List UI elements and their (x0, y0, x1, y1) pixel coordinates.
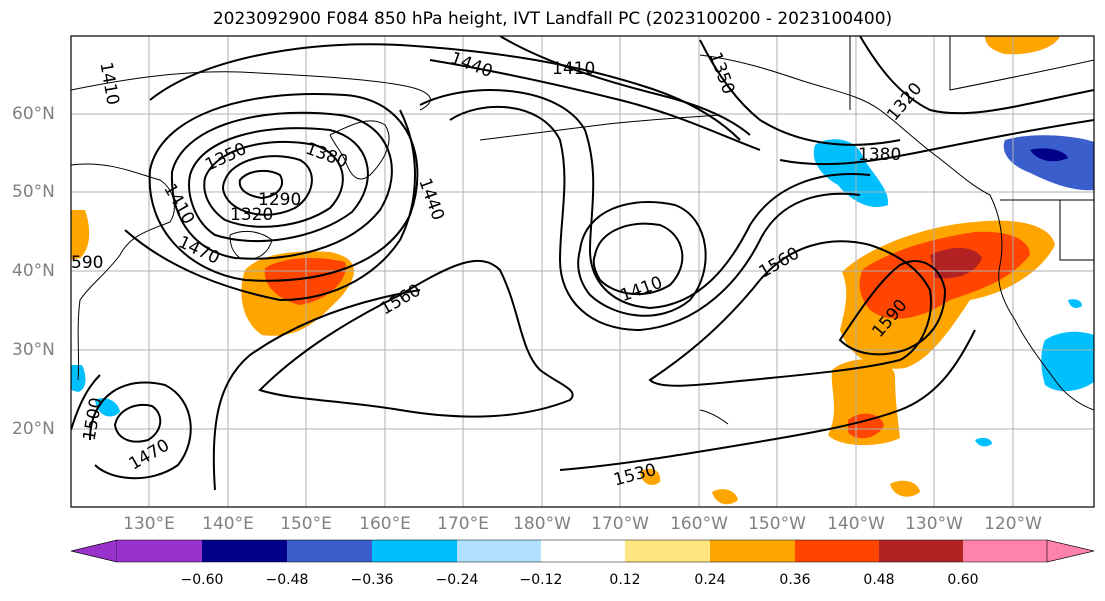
colorbar (70, 539, 1095, 563)
lon-label: 150°E (280, 514, 332, 534)
contour-1380-right (779, 119, 1094, 166)
contour-trough-2 (419, 89, 871, 310)
lon-label: 140°W (827, 514, 885, 534)
colorbar-tick-label: 0.60 (947, 572, 979, 588)
contour-1500 (71, 374, 101, 431)
colorbar-tick-label: −0.60 (180, 572, 224, 588)
map-border (70, 35, 1095, 508)
coastlines (71, 36, 1094, 425)
lat-label-60n: 60°N (12, 104, 55, 124)
contour-1350-right (699, 39, 901, 146)
lon-label: 120°W (984, 514, 1042, 534)
blue-spot-2 (1068, 299, 1082, 308)
figure-title: 2023092900 F084 850 hPa height, IVT Land… (212, 9, 893, 29)
siberia-coast (71, 71, 431, 111)
colorbar-bin (541, 540, 625, 562)
contour-trough (449, 105, 861, 332)
orange-region-left (71, 210, 90, 260)
colorbar-tick-label: 0.24 (694, 572, 726, 588)
colorbar-bin (625, 540, 710, 562)
lon-label: 130°E (123, 514, 175, 534)
colorbar-tick-label: 0.12 (609, 572, 641, 588)
contour-1590 (838, 260, 947, 356)
colorbar-bin (202, 540, 287, 562)
lat-label-40n: 40°N (12, 261, 55, 281)
colorbar-bin (372, 540, 457, 562)
blue-spot-1 (975, 437, 992, 447)
graticule (71, 36, 1094, 507)
contour-1320 (222, 155, 313, 216)
lon-label: 160°W (670, 514, 728, 534)
lon-label: 150°W (748, 514, 806, 534)
contour-label-left: 590 (71, 253, 103, 273)
north-america-coast (989, 194, 1094, 411)
contour-low-1410 (592, 222, 684, 296)
lat-label-30n: 30°N (12, 340, 55, 360)
orange-spot-1 (640, 468, 661, 485)
contour-1410 (170, 111, 393, 260)
canada-inland (849, 36, 1094, 110)
colorbar-bin (287, 540, 372, 562)
contour-1560 (258, 260, 574, 418)
lon-label: 170°E (437, 514, 489, 534)
contour-1500-low (89, 381, 192, 480)
colorbar-extend-left (70, 539, 118, 563)
blue-region-canada (1003, 135, 1094, 191)
colorbar-outline (70, 539, 1095, 563)
lon-label: 180°W (513, 514, 571, 534)
lon-label: 170°W (591, 514, 649, 534)
contour-label: 1290 (258, 190, 301, 210)
contour-1350 (203, 141, 344, 228)
contour-1470 (124, 109, 416, 302)
contour-1530 (212, 289, 976, 491)
alaska-coast (699, 54, 991, 196)
contour-1440-top (429, 59, 761, 151)
colorbar-tick-label: 0.36 (779, 572, 811, 588)
colorbar-tick-label: −0.12 (519, 572, 563, 588)
lat-label-20n: 20°N (12, 419, 55, 439)
height-contours (71, 36, 1094, 491)
colorbar-tick-label: −0.36 (350, 572, 394, 588)
asia-coast (71, 163, 175, 381)
orange-region-top (985, 36, 1060, 55)
aleutians (479, 114, 721, 141)
red-region-subtropics (848, 413, 884, 439)
orange-spot-3 (890, 480, 920, 497)
kamchatka-coast (329, 120, 390, 180)
contour-1410-top (499, 36, 751, 136)
contour-label: 1320 (230, 205, 273, 225)
japan-coast (229, 230, 273, 260)
lon-label: 130°W (905, 514, 963, 534)
lat-label-50n: 50°N (12, 182, 55, 202)
contour-low-outer-1 (577, 201, 707, 317)
colorbar-tick-label: −0.24 (435, 572, 479, 588)
contour-1560-right (648, 240, 932, 387)
contour-label: 1410 (552, 59, 595, 79)
lon-label: 140°E (202, 514, 254, 534)
colorbar-extend-right (1046, 539, 1095, 563)
contour-1380 (188, 127, 369, 243)
colorbar-bin (795, 540, 879, 562)
contour-label: 1380 (858, 145, 901, 165)
contour-1470-low (113, 404, 162, 443)
contour-1290 (238, 169, 283, 200)
contour-1320-right (859, 36, 1094, 115)
colorbar-tick-label: 0.48 (863, 572, 895, 588)
colorbar-bin (457, 540, 541, 562)
hawaii (699, 409, 729, 425)
colorbar-bin (710, 540, 795, 562)
colorbar-bin (963, 540, 1047, 562)
canada-border (1000, 199, 1094, 261)
orange-spot-2 (712, 489, 738, 505)
lon-label: 160°E (359, 514, 411, 534)
blue-region-baja (1041, 331, 1094, 392)
colorbar-bin (117, 540, 202, 562)
navy-region-canada (1030, 148, 1068, 162)
colorbar-tick-label: −0.48 (265, 572, 309, 588)
colorbar-bin (879, 540, 963, 562)
